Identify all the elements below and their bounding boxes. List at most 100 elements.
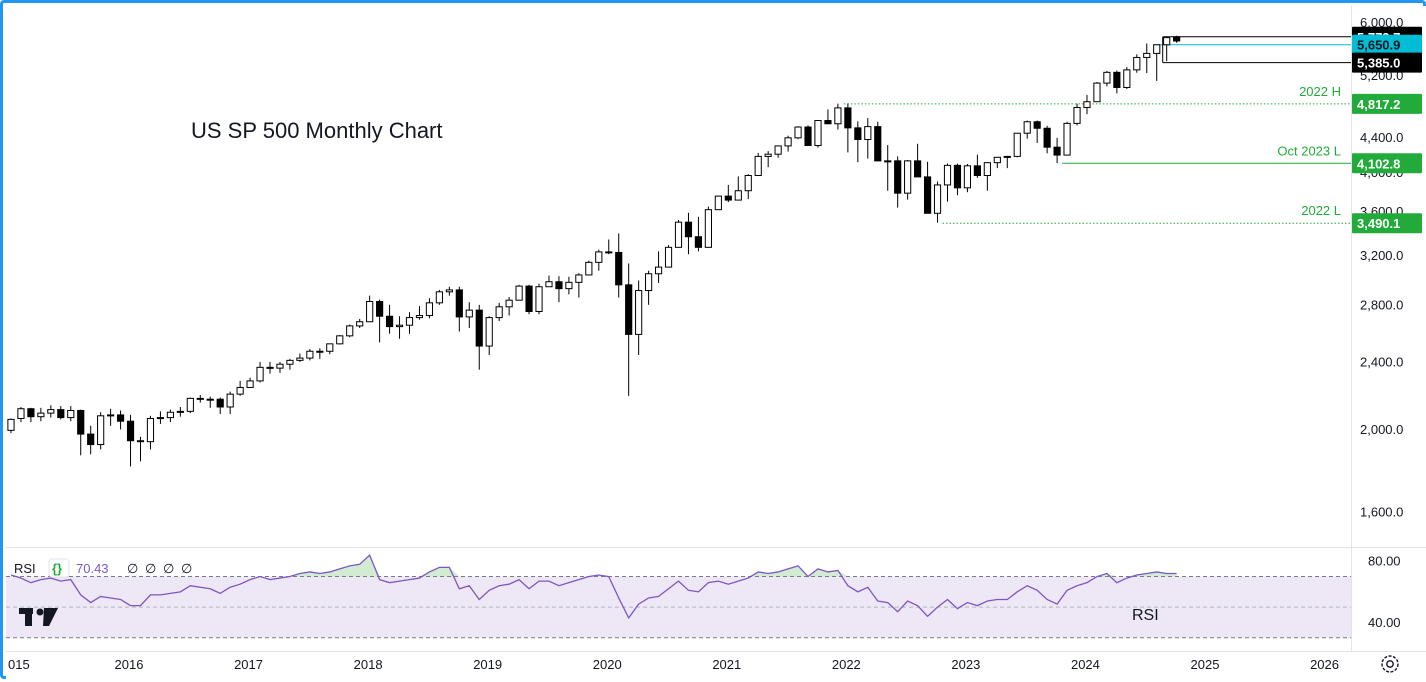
- candle[interactable]: [1023, 120, 1031, 139]
- candle[interactable]: [316, 348, 324, 359]
- candle[interactable]: [1053, 137, 1061, 164]
- candle[interactable]: [206, 396, 214, 408]
- candle[interactable]: [674, 220, 683, 248]
- candle[interactable]: [126, 414, 135, 467]
- candle[interactable]: [376, 299, 384, 343]
- candle[interactable]: [67, 406, 75, 422]
- candle[interactable]: [774, 145, 782, 158]
- candle[interactable]: [1083, 94, 1091, 115]
- candle[interactable]: [176, 406, 184, 417]
- candle[interactable]: [435, 289, 443, 305]
- candle[interactable]: [834, 103, 842, 130]
- candle[interactable]: [555, 276, 563, 303]
- candle[interactable]: [953, 163, 962, 196]
- candle[interactable]: [196, 394, 204, 403]
- candle[interactable]: [525, 284, 533, 315]
- candle[interactable]: [1103, 70, 1111, 87]
- candle[interactable]: [87, 425, 95, 455]
- candle[interactable]: [107, 408, 115, 426]
- candle[interactable]: [993, 156, 1001, 169]
- candle[interactable]: [37, 407, 45, 422]
- candle[interactable]: [395, 316, 404, 339]
- candle[interactable]: [356, 318, 364, 329]
- candle[interactable]: [615, 233, 623, 298]
- candle[interactable]: [246, 377, 254, 388]
- candle[interactable]: [804, 125, 812, 146]
- candle[interactable]: [296, 353, 304, 362]
- candle[interactable]: [1143, 43, 1151, 74]
- candle[interactable]: [1043, 125, 1051, 154]
- candle[interactable]: [17, 406, 25, 423]
- candle[interactable]: [754, 152, 762, 176]
- candle[interactable]: [1033, 120, 1041, 143]
- candle[interactable]: [226, 391, 234, 415]
- candle[interactable]: [47, 405, 55, 418]
- candle[interactable]: [635, 280, 643, 356]
- candle[interactable]: [306, 349, 314, 361]
- candle[interactable]: [465, 302, 473, 329]
- candle[interactable]: [983, 162, 991, 191]
- candle[interactable]: [216, 397, 224, 415]
- candle[interactable]: [864, 118, 872, 159]
- candle[interactable]: [405, 312, 414, 334]
- candle[interactable]: [1173, 35, 1181, 43]
- candle[interactable]: [57, 406, 65, 420]
- candle[interactable]: [575, 273, 583, 298]
- candle[interactable]: [1163, 37, 1171, 62]
- candle[interactable]: [1063, 121, 1071, 156]
- candle[interactable]: [605, 239, 613, 255]
- candle[interactable]: [7, 418, 15, 434]
- candle[interactable]: [724, 184, 732, 203]
- candle[interactable]: [874, 121, 882, 162]
- candle[interactable]: [1093, 81, 1101, 103]
- candle[interactable]: [495, 302, 503, 322]
- candle[interactable]: [734, 176, 742, 201]
- candle[interactable]: [894, 156, 902, 208]
- candle[interactable]: [814, 120, 822, 148]
- candle[interactable]: [455, 286, 463, 332]
- candle[interactable]: [415, 306, 424, 320]
- candle[interactable]: [276, 361, 284, 373]
- candle[interactable]: [346, 324, 354, 338]
- candle[interactable]: [585, 260, 593, 276]
- candle[interactable]: [1003, 155, 1011, 169]
- candle[interactable]: [256, 361, 264, 383]
- candle[interactable]: [156, 411, 165, 424]
- candle[interactable]: [664, 245, 673, 268]
- candle[interactable]: [385, 304, 394, 334]
- curly-braces-icon[interactable]: {}: [48, 558, 70, 578]
- candle[interactable]: [186, 397, 194, 414]
- candle[interactable]: [844, 103, 852, 153]
- candle[interactable]: [485, 316, 493, 356]
- candle[interactable]: [764, 151, 772, 168]
- gear-icon[interactable]: [1381, 655, 1399, 673]
- candle[interactable]: [595, 249, 603, 271]
- candle[interactable]: [694, 216, 703, 252]
- candle[interactable]: [336, 335, 344, 345]
- candle[interactable]: [684, 212, 693, 255]
- candle[interactable]: [97, 412, 105, 450]
- candle[interactable]: [933, 181, 942, 223]
- candle[interactable]: [1073, 103, 1081, 126]
- candle[interactable]: [654, 251, 663, 283]
- candle[interactable]: [744, 174, 752, 200]
- candle[interactable]: [794, 126, 802, 140]
- candle[interactable]: [136, 436, 145, 462]
- candle[interactable]: [973, 154, 981, 178]
- candle[interactable]: [824, 109, 832, 125]
- candle[interactable]: [714, 195, 722, 211]
- candle[interactable]: [565, 276, 573, 295]
- candle[interactable]: [366, 295, 374, 323]
- candle[interactable]: [326, 343, 334, 355]
- candle[interactable]: [904, 159, 912, 200]
- candle[interactable]: [1153, 44, 1161, 81]
- candle[interactable]: [943, 163, 952, 202]
- candle[interactable]: [963, 164, 972, 193]
- candle[interactable]: [77, 409, 85, 456]
- candles-layer[interactable]: [7, 35, 1181, 467]
- candle[interactable]: [266, 361, 274, 374]
- candle[interactable]: [645, 270, 653, 305]
- candle[interactable]: [704, 206, 712, 248]
- candle[interactable]: [515, 284, 523, 301]
